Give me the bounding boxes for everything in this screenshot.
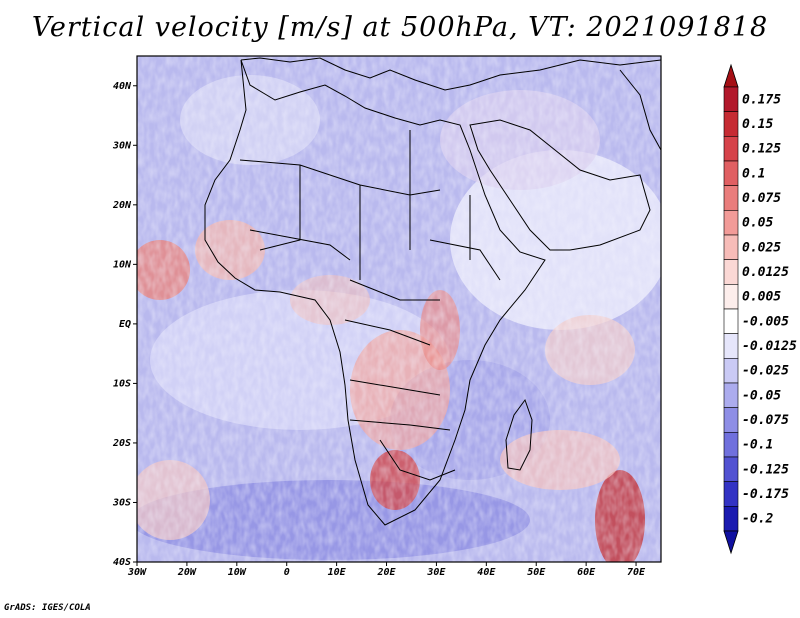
colorbar-label: 0.0125 [742, 265, 789, 280]
europe-coastline [240, 57, 661, 91]
map-frame [136, 55, 662, 563]
lon-tick-label: 30W [127, 567, 147, 578]
field-layer [137, 56, 661, 562]
colorbar-swatch [723, 160, 739, 186]
colorbar-swatch [723, 185, 739, 211]
lon-tick-label: 10E [328, 567, 347, 578]
colorbar-label: -0.005 [742, 314, 789, 329]
colorbar-label: -0.1 [742, 438, 773, 453]
lon-tick-label: 40E [477, 567, 496, 578]
colorbar-swatch [723, 432, 739, 458]
lat-tick-label: 30N [112, 140, 132, 151]
lat-tick-label: 20S [112, 438, 131, 449]
colorbar-label: -0.05 [742, 388, 781, 403]
colorbar-swatch [723, 506, 739, 532]
lat-tick-label: 40N [113, 81, 132, 92]
colorbar-swatch [723, 284, 739, 310]
colorbar-bottom-arrow [723, 530, 739, 555]
colorbar-swatch [723, 358, 739, 384]
axis-ticks: 30W 20W 10W 0 10E 20E 30E 40E 50E 60E 70E 40N 30N 20N… [112, 81, 646, 578]
colorbar-swatch [723, 382, 739, 408]
colorbar-label: 0.075 [742, 191, 781, 206]
colorbar-swatch [723, 210, 739, 236]
colorbar-label: 0.05 [742, 216, 773, 231]
internal-borders [239, 130, 501, 481]
lon-tick-label: 30E [426, 567, 446, 578]
colorbar-swatch [723, 481, 739, 507]
colorbar-swatch [723, 111, 739, 137]
colorbar-swatch [723, 259, 739, 285]
colorbar-label: -0.2 [742, 512, 773, 527]
colorbar-top-arrow [723, 63, 739, 88]
lat-tick-label: EQ [119, 319, 131, 330]
lon-tick-label: 70E [627, 567, 646, 578]
lon-tick-label: 50E [527, 567, 546, 578]
lat-tick-label: 10N [113, 259, 132, 270]
lon-tick-label: 0 [284, 567, 290, 578]
colorbar-label: 0.005 [742, 290, 781, 305]
colorbar-label: -0.075 [742, 413, 789, 428]
colorbar-swatch [723, 407, 739, 433]
colorbar-label: 0.1 [742, 166, 765, 181]
lat-tick-label: 10S [113, 378, 131, 389]
footer-credit: GrADS: IGES/COLA [4, 603, 91, 613]
colorbar-swatch [723, 333, 739, 359]
chart-title: Vertical velocity [m/s] at 500hPa, VT: 2… [31, 12, 769, 43]
colorbar-label: 0.175 [742, 92, 781, 107]
colorbar-swatch [723, 308, 739, 334]
colorbar-label: -0.125 [742, 462, 789, 477]
lat-tick-label: 40S [113, 557, 131, 568]
madagascar-coastline [505, 398, 533, 471]
arabia-coastline [469, 119, 651, 251]
lat-tick-label: 20N [112, 200, 132, 211]
lon-tick-label: 10W [228, 567, 247, 578]
colorbar-label: 0.025 [742, 240, 781, 255]
colorbar-label: -0.0125 [742, 339, 797, 354]
lat-tick-label: 30S [112, 497, 131, 508]
colorbar-swatch [723, 234, 739, 260]
colorbar-label: 0.125 [742, 142, 781, 157]
colorbar-label: -0.025 [742, 364, 789, 379]
asia-coastline [619, 69, 661, 151]
lon-tick-label: 60E [577, 567, 596, 578]
colorbar-label: 0.15 [742, 117, 773, 132]
colorbar-swatch [723, 456, 739, 482]
colorbar-swatch [723, 86, 739, 112]
lon-tick-label: 20E [376, 567, 396, 578]
colorbar: 0.175 0.15 0.125 0.1 0.075 0.05 0.025 0.0125 0.0… [723, 63, 797, 555]
lon-tick-label: 20W [177, 567, 197, 578]
africa-coastline [204, 59, 546, 526]
colorbar-label: -0.175 [742, 487, 789, 502]
coastlines [204, 57, 661, 526]
colorbar-swatch [723, 136, 739, 162]
